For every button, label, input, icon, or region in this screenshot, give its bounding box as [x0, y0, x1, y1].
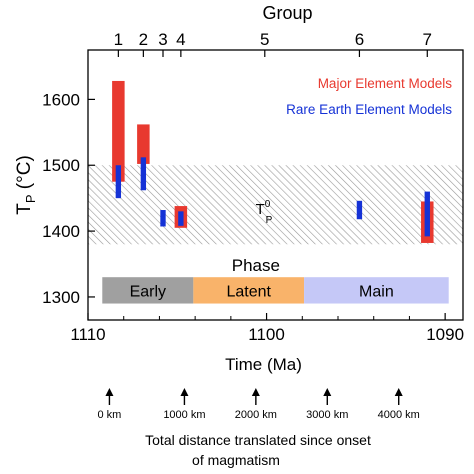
axis-ticks: 1300 1400 1500 1600 1110 1100 1090 1 2 3 4 5 6 7	[42, 30, 464, 344]
ree-bar-2	[140, 157, 147, 191]
distance-label: 0 km	[98, 409, 122, 421]
distance-label: 3000 km	[306, 409, 348, 421]
x-tick-label: 1090	[426, 325, 464, 344]
top-axis-title: Group	[262, 3, 312, 23]
legend-item-1: Major Element Models	[318, 76, 453, 91]
phase-segment-early	[102, 277, 194, 304]
tp0-hatched-band	[88, 165, 463, 245]
y-tick-label: 1300	[42, 288, 80, 307]
ree-bar-1	[115, 165, 122, 199]
phase-segment-main	[304, 277, 449, 304]
distance-arrow-head	[394, 388, 403, 396]
tp0-label-sub: P	[266, 215, 273, 226]
legend: Major Element Models Rare Earth Element M…	[286, 76, 452, 117]
ree-bar-5	[356, 200, 363, 220]
plot-frame	[87, 49, 464, 321]
major-element-bar-1	[112, 80, 125, 182]
tp0-label-main: T	[256, 201, 265, 218]
distance-caption-line2: of magmatism	[192, 452, 280, 468]
distance-arrow-head	[180, 388, 189, 396]
y-axis-label-main: T	[14, 203, 35, 215]
group-tick-label: 6	[355, 30, 364, 49]
phase-label-early: Early	[130, 283, 166, 300]
y-tick-label: 1500	[42, 156, 80, 175]
distance-label: 1000 km	[163, 409, 205, 421]
group-tick-label: 3	[158, 30, 167, 49]
legend-item-2: Rare Earth Element Models	[286, 102, 452, 117]
tp0-label: T0	[256, 199, 271, 218]
phase-title: Phase	[232, 256, 280, 275]
distance-caption-line1: Total distance translated since onset	[145, 432, 371, 448]
phase-bar: Early Latent Main	[102, 277, 449, 304]
y-tick-label: 1400	[42, 222, 80, 241]
phase-label-latent: Latent	[226, 283, 271, 300]
y-tick-label: 1600	[42, 90, 80, 109]
x-tick-label: 1100	[248, 325, 285, 344]
group-tick-label: 7	[423, 30, 432, 49]
phase-segment-latent	[193, 277, 305, 304]
group-tick-label: 4	[176, 30, 185, 49]
group-tick-label: 1	[114, 30, 123, 49]
phase-label-main: Main	[359, 283, 394, 300]
tp0-label-sup: 0	[265, 199, 271, 210]
x-tick-label: 1110	[70, 325, 105, 344]
y-axis-label-sub: P	[23, 194, 38, 203]
group-tick-label: 5	[260, 30, 269, 49]
y-axis-label-unit: (°C)	[14, 155, 35, 194]
distance-markers: 0 km 1000 km 2000 km 3000 km 4000 km	[98, 388, 420, 421]
distance-arrow-head	[323, 388, 332, 396]
distance-label: 4000 km	[378, 409, 420, 421]
series-layer	[112, 80, 434, 243]
distance-arrow-head	[251, 388, 260, 396]
major-element-bar-2	[137, 124, 150, 164]
ree-bar-4	[178, 211, 184, 226]
distance-label: 2000 km	[235, 409, 277, 421]
ree-bar-3	[160, 210, 166, 227]
distance-arrow-head	[105, 388, 114, 396]
group-tick-label: 2	[139, 30, 148, 49]
y-axis-label: TP (°C)	[14, 155, 38, 215]
ree-bar-6	[424, 191, 430, 237]
x-axis-label: Time (Ma)	[225, 355, 302, 374]
